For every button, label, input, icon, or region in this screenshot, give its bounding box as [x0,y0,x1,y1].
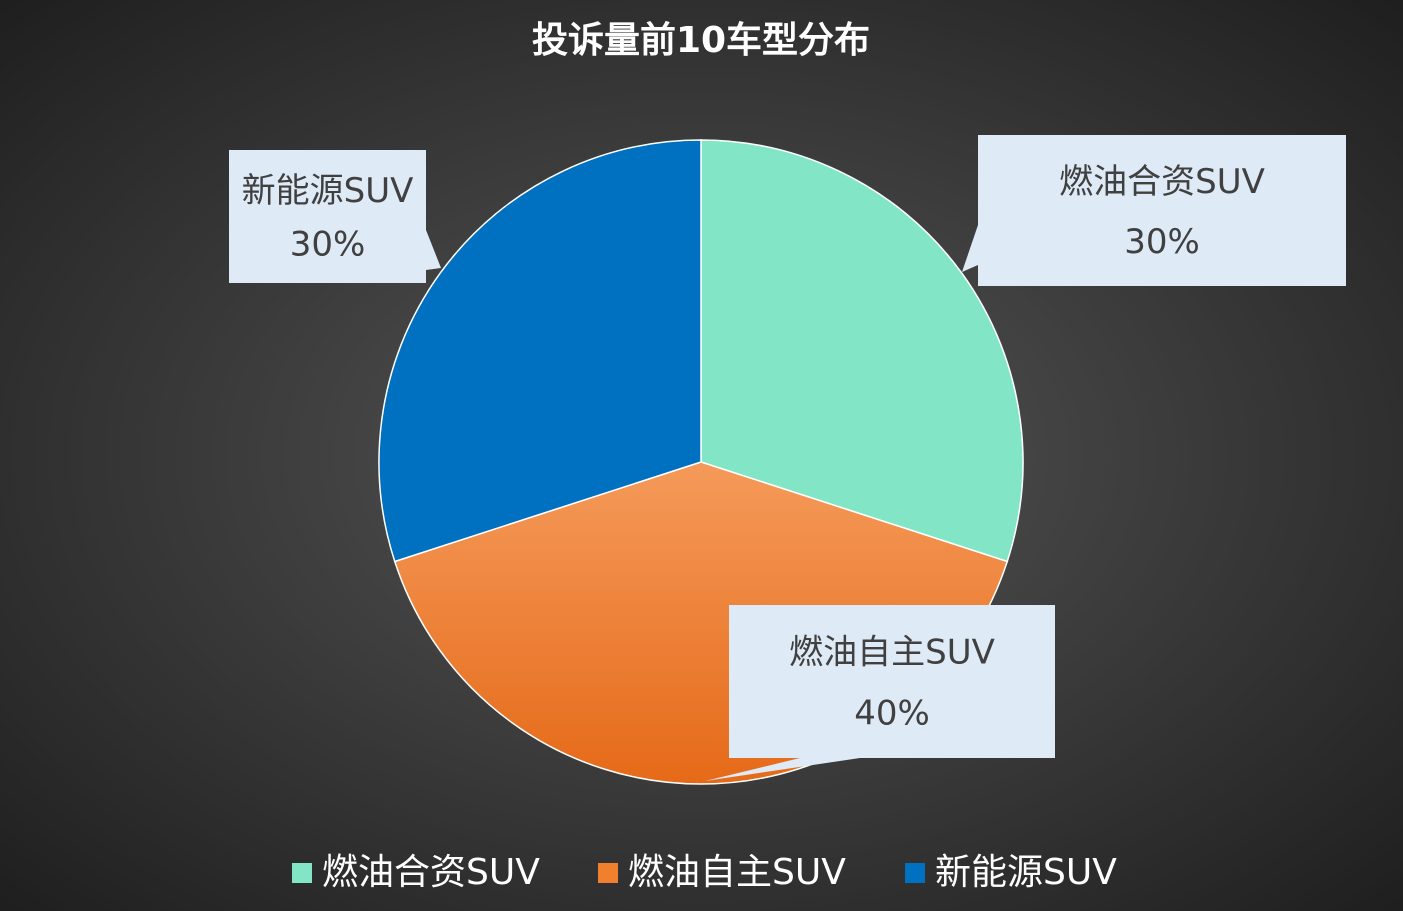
pie-slice [378,139,702,563]
legend-label: 燃油自主SUV [628,852,846,893]
callout-value: 30% [1124,222,1200,262]
chart-title: 投诉量前10车型分布 [532,20,870,61]
callout-pointer [962,225,978,272]
callout-value: 30% [290,224,366,264]
callout-box [229,150,426,283]
legend-swatch [292,863,312,883]
legend: 燃油合资SUV 燃油自主SUV 新能源SUV [292,852,1117,893]
callout-category: 新能源SUV [242,171,414,211]
legend-swatch [598,863,618,883]
callout-pointer [426,230,441,270]
callout-pointer [705,758,860,781]
callout-box [729,605,1055,758]
callout-category: 燃油合资SUV [1059,162,1265,202]
callout-category: 燃油自主SUV [789,632,995,672]
pie [378,139,1024,785]
legend-swatch [905,863,925,883]
callouts: 燃油合资SUV 30% 燃油自主SUV 40% 新能源SUV 30% [229,135,1346,781]
callout-box [978,135,1346,286]
legend-label: 燃油合资SUV [322,852,540,893]
pie-slice [700,139,1024,563]
callout-value: 40% [854,694,930,734]
legend-label: 新能源SUV [935,852,1117,893]
